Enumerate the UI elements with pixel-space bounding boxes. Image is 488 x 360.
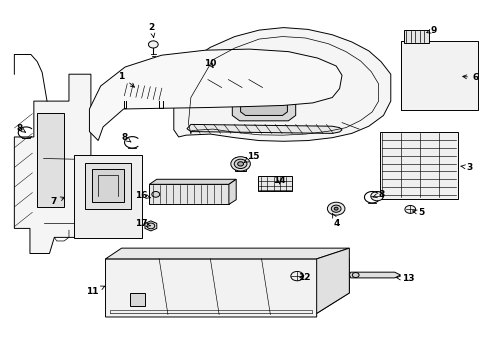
Polygon shape [149, 184, 228, 204]
Text: 11: 11 [86, 286, 104, 296]
Circle shape [237, 162, 243, 166]
Circle shape [370, 192, 383, 201]
Polygon shape [186, 125, 341, 134]
Polygon shape [240, 90, 287, 116]
Text: 9: 9 [426, 26, 436, 35]
Circle shape [351, 273, 358, 278]
Text: 4: 4 [332, 213, 340, 228]
Text: 6: 6 [462, 73, 478, 82]
Polygon shape [84, 163, 131, 209]
Text: 7: 7 [50, 197, 64, 206]
Polygon shape [144, 221, 157, 231]
Text: 3: 3 [460, 163, 472, 172]
Polygon shape [400, 41, 477, 110]
Polygon shape [74, 155, 142, 238]
Circle shape [327, 202, 344, 215]
Polygon shape [348, 272, 400, 278]
Polygon shape [228, 179, 236, 204]
Text: 13: 13 [395, 274, 413, 283]
Text: 8: 8 [122, 133, 131, 142]
Text: 5: 5 [411, 208, 423, 217]
Polygon shape [92, 169, 123, 202]
Polygon shape [258, 176, 292, 192]
Circle shape [404, 206, 415, 213]
Polygon shape [14, 74, 91, 253]
Polygon shape [316, 248, 348, 314]
Polygon shape [105, 248, 348, 259]
Circle shape [152, 192, 159, 197]
Polygon shape [234, 157, 246, 171]
Polygon shape [105, 259, 348, 317]
Text: 16: 16 [135, 190, 150, 199]
Text: 10: 10 [204, 59, 216, 68]
Circle shape [290, 271, 303, 281]
Text: 1: 1 [118, 72, 134, 87]
Circle shape [147, 223, 155, 229]
Polygon shape [119, 82, 169, 102]
Text: 15: 15 [244, 152, 259, 162]
Polygon shape [89, 49, 341, 140]
Polygon shape [149, 179, 236, 184]
Text: 2: 2 [148, 23, 155, 38]
Polygon shape [37, 113, 64, 207]
Circle shape [230, 157, 250, 171]
Polygon shape [379, 132, 457, 199]
Text: 14: 14 [273, 176, 285, 185]
Text: 8: 8 [16, 123, 25, 132]
Polygon shape [404, 30, 428, 43]
Circle shape [330, 205, 340, 212]
Text: 12: 12 [297, 273, 309, 282]
Text: 8: 8 [372, 190, 385, 199]
Circle shape [333, 207, 337, 210]
Text: 17: 17 [135, 219, 150, 228]
Polygon shape [232, 85, 295, 121]
Circle shape [148, 41, 158, 48]
Circle shape [234, 159, 246, 168]
Polygon shape [130, 293, 144, 306]
Polygon shape [173, 28, 390, 141]
